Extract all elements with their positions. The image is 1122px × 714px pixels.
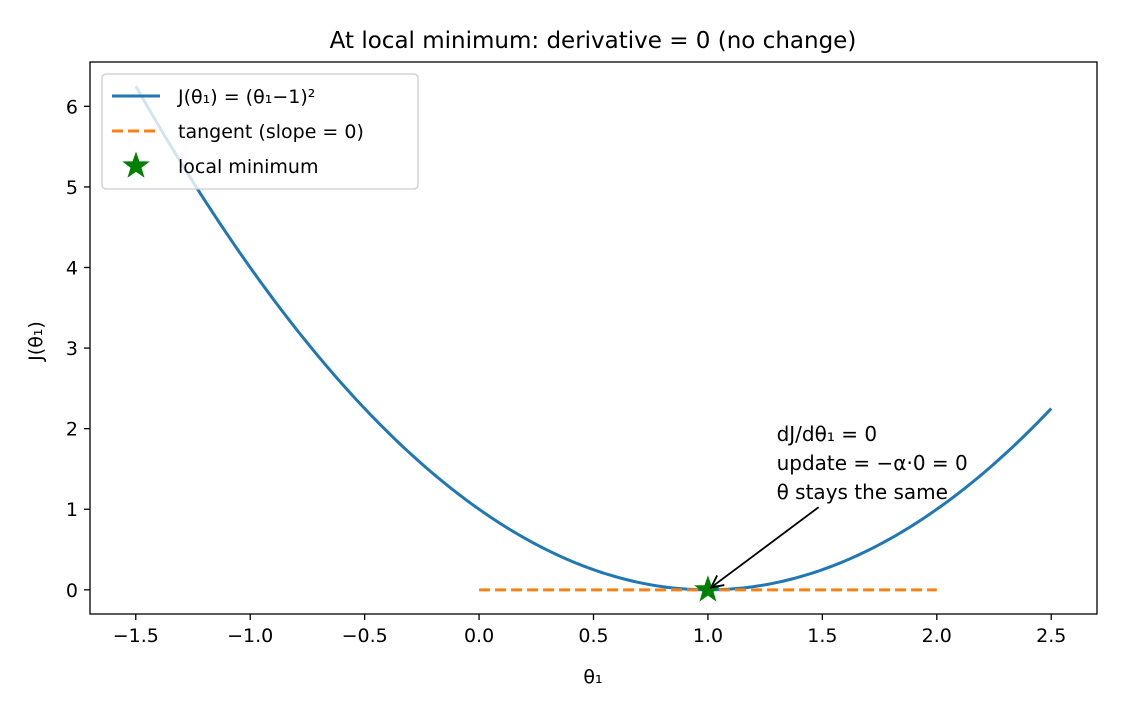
plot-area — [89, 61, 1098, 615]
x-tick-label: 1.5 — [807, 625, 837, 647]
x-tick-label: −0.5 — [342, 625, 388, 647]
annotation-line: dJ/dθ₁ = 0 — [777, 422, 877, 446]
annotation-arrow-head — [709, 575, 725, 589]
y-tick-label: 3 — [66, 338, 78, 360]
x-tick-label: 1.0 — [693, 625, 723, 647]
x-tick-label: 2.0 — [922, 625, 952, 647]
series-line-0 — [134, 85, 1053, 592]
y-tick-label: 5 — [66, 177, 78, 199]
x-tick-label: −1.5 — [113, 625, 159, 647]
chart-title: At local minimum: derivative = 0 (no cha… — [330, 28, 857, 54]
y-tick-label: 0 — [66, 580, 78, 602]
x-tick-label: 0.5 — [578, 625, 608, 647]
annotation-arrow-line — [710, 506, 820, 589]
y-tick-label: 1 — [66, 499, 78, 521]
annotation-line: update = −α·0 = 0 — [777, 451, 968, 475]
annotation-line: θ stays the same — [777, 480, 948, 504]
annotation: dJ/dθ₁ = 0 update = −α·0 = 0 θ stays the s… — [709, 422, 968, 589]
legend-swatch-2 — [122, 151, 150, 178]
legend-box — [101, 73, 419, 190]
legend-label-0: J(θ₁) = (θ₁−1)² — [177, 86, 315, 108]
x-tick-label: −1.0 — [227, 625, 273, 647]
y-tick-label: 2 — [66, 419, 78, 441]
axis-ticks: −1.5 −1.0 −0.5 0.0 0.5 1.0 1.5 2.0 2.5 0 1 2 3 4 5 6 — [66, 96, 1066, 647]
y-tick-label: 4 — [66, 257, 78, 279]
x-axis-label: θ₁ — [583, 666, 602, 688]
x-tick-label: 2.5 — [1036, 625, 1066, 647]
legend-label-2: local minimum — [178, 156, 318, 178]
legend-label-1: tangent (slope = 0) — [178, 121, 364, 143]
y-axis-label: J(θ₁) — [25, 321, 47, 362]
y-tick-label: 6 — [66, 96, 78, 118]
x-tick-label: 0.0 — [464, 625, 494, 647]
legend: J(θ₁) = (θ₁−1)² tangent (slope = 0) local … — [101, 73, 419, 190]
